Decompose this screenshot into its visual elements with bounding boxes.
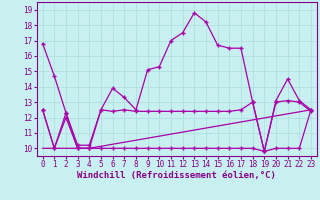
X-axis label: Windchill (Refroidissement éolien,°C): Windchill (Refroidissement éolien,°C) [77,171,276,180]
